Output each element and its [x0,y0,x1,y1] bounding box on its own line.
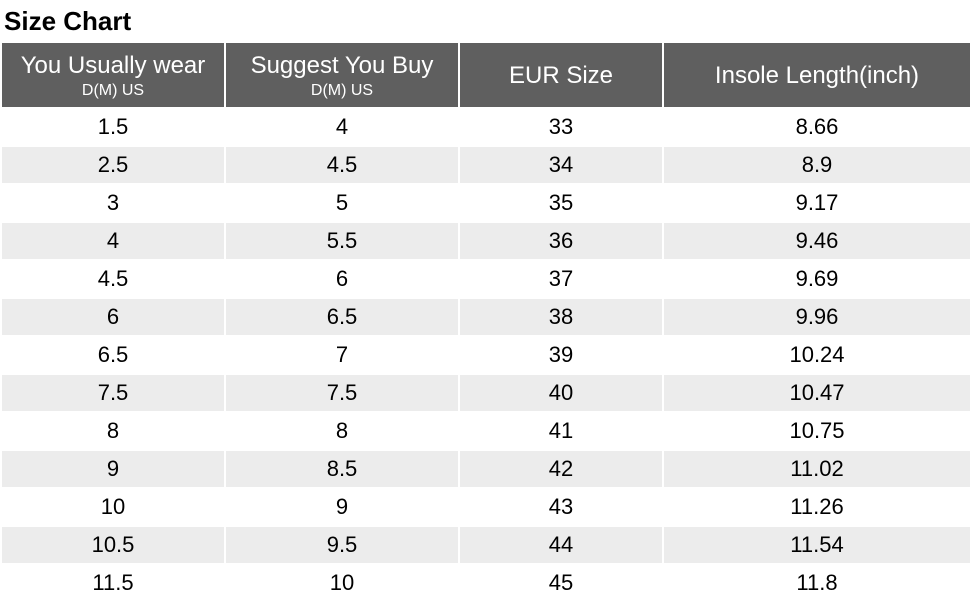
cell: 44 [460,527,662,563]
cell: 8.5 [226,451,458,487]
size-table: You Usually wear D(M) US Suggest You Buy… [0,41,970,603]
cell: 10 [2,489,224,525]
cell: 2.5 [2,147,224,183]
size-chart-container: Size Chart You Usually wear D(M) US Sugg… [0,0,970,603]
cell: 11.02 [664,451,970,487]
cell: 10 [226,565,458,601]
cell: 33 [460,109,662,145]
table-body: 1.54338.66 2.54.5348.9 35359.17 45.5369.… [2,109,970,601]
cell: 4 [2,223,224,259]
cell: 4.5 [2,261,224,297]
cell: 5 [226,185,458,221]
cell: 8 [2,413,224,449]
col-header-main: EUR Size [464,62,658,90]
cell: 11.8 [664,565,970,601]
col-header-main: You Usually wear [6,52,220,80]
col-header-main: Insole Length(inch) [668,62,966,90]
table-row: 11.5104511.8 [2,565,970,601]
cell: 11.26 [664,489,970,525]
cell: 6 [2,299,224,335]
table-row: 4.56379.69 [2,261,970,297]
cell: 38 [460,299,662,335]
cell: 9.46 [664,223,970,259]
cell: 8.9 [664,147,970,183]
cell: 9.5 [226,527,458,563]
cell: 10.47 [664,375,970,411]
cell: 5.5 [226,223,458,259]
col-header-insole-length: Insole Length(inch) [664,43,970,107]
cell: 10.75 [664,413,970,449]
col-header-suggest-buy: Suggest You Buy D(M) US [226,43,458,107]
cell: 6.5 [2,337,224,373]
table-row: 2.54.5348.9 [2,147,970,183]
cell: 43 [460,489,662,525]
cell: 7.5 [2,375,224,411]
cell: 8.66 [664,109,970,145]
col-header-main: Suggest You Buy [230,52,454,80]
table-row: 1.54338.66 [2,109,970,145]
table-row: 1094311.26 [2,489,970,525]
table-row: 66.5389.96 [2,299,970,335]
cell: 42 [460,451,662,487]
cell: 9.96 [664,299,970,335]
cell: 11.5 [2,565,224,601]
cell: 9.17 [664,185,970,221]
cell: 10.5 [2,527,224,563]
col-header-usually-wear: You Usually wear D(M) US [2,43,224,107]
cell: 4.5 [226,147,458,183]
table-row: 35359.17 [2,185,970,221]
cell: 9.69 [664,261,970,297]
cell: 7 [226,337,458,373]
cell: 3 [2,185,224,221]
cell: 4 [226,109,458,145]
table-row: 884110.75 [2,413,970,449]
cell: 34 [460,147,662,183]
table-row: 6.573910.24 [2,337,970,373]
cell: 10.24 [664,337,970,373]
table-row: 10.59.54411.54 [2,527,970,563]
cell: 9 [226,489,458,525]
cell: 6.5 [226,299,458,335]
cell: 7.5 [226,375,458,411]
cell: 8 [226,413,458,449]
cell: 41 [460,413,662,449]
cell: 1.5 [2,109,224,145]
cell: 39 [460,337,662,373]
cell: 9 [2,451,224,487]
col-header-sub: D(M) US [6,82,220,100]
chart-title: Size Chart [0,0,970,41]
col-header-sub: D(M) US [230,82,454,100]
cell: 11.54 [664,527,970,563]
cell: 37 [460,261,662,297]
cell: 35 [460,185,662,221]
table-row: 98.54211.02 [2,451,970,487]
cell: 45 [460,565,662,601]
col-header-eur-size: EUR Size [460,43,662,107]
cell: 36 [460,223,662,259]
table-row: 45.5369.46 [2,223,970,259]
cell: 6 [226,261,458,297]
table-row: 7.57.54010.47 [2,375,970,411]
header-row: You Usually wear D(M) US Suggest You Buy… [2,43,970,107]
cell: 40 [460,375,662,411]
